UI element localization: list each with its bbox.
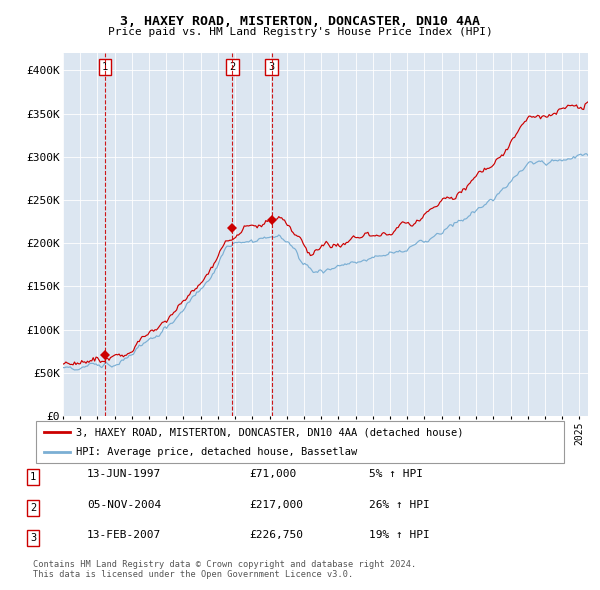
Text: 3: 3 (30, 533, 36, 543)
Text: Contains HM Land Registry data © Crown copyright and database right 2024.
This d: Contains HM Land Registry data © Crown c… (33, 560, 416, 579)
Text: HPI: Average price, detached house, Bassetlaw: HPI: Average price, detached house, Bass… (76, 447, 357, 457)
Text: 2: 2 (30, 503, 36, 513)
Text: 5% ↑ HPI: 5% ↑ HPI (369, 469, 423, 479)
Text: £71,000: £71,000 (249, 469, 296, 479)
Text: 1: 1 (30, 472, 36, 482)
Text: 3, HAXEY ROAD, MISTERTON, DONCASTER, DN10 4AA (detached house): 3, HAXEY ROAD, MISTERTON, DONCASTER, DN1… (76, 427, 463, 437)
Text: Price paid vs. HM Land Registry's House Price Index (HPI): Price paid vs. HM Land Registry's House … (107, 27, 493, 37)
Text: £217,000: £217,000 (249, 500, 303, 510)
Text: 13-FEB-2007: 13-FEB-2007 (87, 530, 161, 540)
Text: 19% ↑ HPI: 19% ↑ HPI (369, 530, 430, 540)
Text: 2: 2 (229, 62, 236, 72)
Text: 1: 1 (102, 62, 108, 72)
FancyBboxPatch shape (36, 421, 564, 463)
Text: 3, HAXEY ROAD, MISTERTON, DONCASTER, DN10 4AA: 3, HAXEY ROAD, MISTERTON, DONCASTER, DN1… (120, 15, 480, 28)
Text: 3: 3 (268, 62, 275, 72)
Text: £226,750: £226,750 (249, 530, 303, 540)
Text: 05-NOV-2004: 05-NOV-2004 (87, 500, 161, 510)
Text: 26% ↑ HPI: 26% ↑ HPI (369, 500, 430, 510)
Text: 13-JUN-1997: 13-JUN-1997 (87, 469, 161, 479)
